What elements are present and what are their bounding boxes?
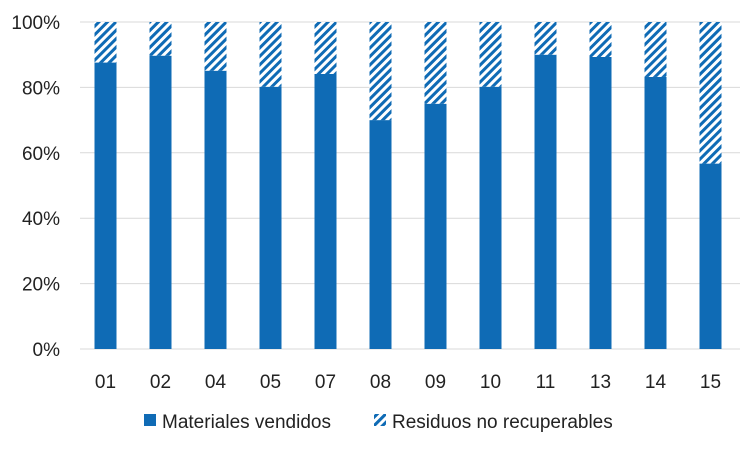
x-tick-label: 01 [95, 372, 116, 393]
x-tick-label: 02 [150, 372, 171, 393]
bar-residuos-no-recuperables [534, 22, 557, 55]
bar-materiales-vendidos [699, 163, 722, 349]
bar-residuos-no-recuperables [699, 22, 722, 164]
bar-materiales-vendidos [149, 55, 172, 349]
bar-materiales-vendidos [259, 86, 282, 349]
x-tick-label: 05 [260, 372, 281, 393]
bar-materiales-vendidos [314, 73, 337, 350]
bar-materiales-vendidos [534, 54, 557, 349]
legend-label: Residuos no recuperables [392, 412, 613, 433]
y-tick-label: 100% [11, 13, 60, 34]
bar-residuos-no-recuperables [479, 22, 502, 87]
legend-label: Materiales vendidos [162, 412, 331, 433]
y-tick-label: 40% [22, 209, 60, 230]
bar-residuos-no-recuperables [424, 22, 447, 104]
x-tick-label: 04 [205, 372, 227, 393]
bar-residuos-no-recuperables [644, 22, 667, 77]
y-tick-label: 20% [22, 275, 60, 296]
bar-residuos-no-recuperables [149, 22, 172, 56]
x-tick-label: 15 [700, 372, 721, 393]
x-tick-label: 09 [425, 372, 446, 393]
bar-residuos-no-recuperables [259, 22, 282, 87]
bar-materiales-vendidos [424, 103, 447, 349]
bar-materiales-vendidos [589, 56, 612, 349]
legend-swatch [144, 414, 156, 426]
bar-materiales-vendidos [644, 76, 667, 349]
x-tick-label: 11 [536, 372, 556, 393]
y-tick-label: 60% [22, 144, 60, 165]
bar-materiales-vendidos [369, 120, 392, 349]
bar-materiales-vendidos [94, 62, 117, 349]
x-tick-label: 10 [480, 372, 501, 393]
y-tick-label: 80% [22, 78, 60, 99]
x-tick-label: 07 [315, 372, 336, 393]
bar-residuos-no-recuperables [369, 22, 392, 121]
x-tick-label: 14 [645, 372, 667, 393]
x-tick-label: 13 [590, 372, 611, 393]
bar-residuos-no-recuperables [204, 22, 227, 71]
legend-swatch [374, 414, 386, 426]
bar-residuos-no-recuperables [589, 22, 612, 57]
x-tick-label: 08 [370, 372, 391, 393]
bar-residuos-no-recuperables [94, 22, 117, 63]
bar-residuos-no-recuperables [314, 22, 337, 74]
bar-materiales-vendidos [479, 86, 502, 349]
y-tick-label: 0% [33, 340, 61, 361]
bar-materiales-vendidos [204, 70, 227, 350]
